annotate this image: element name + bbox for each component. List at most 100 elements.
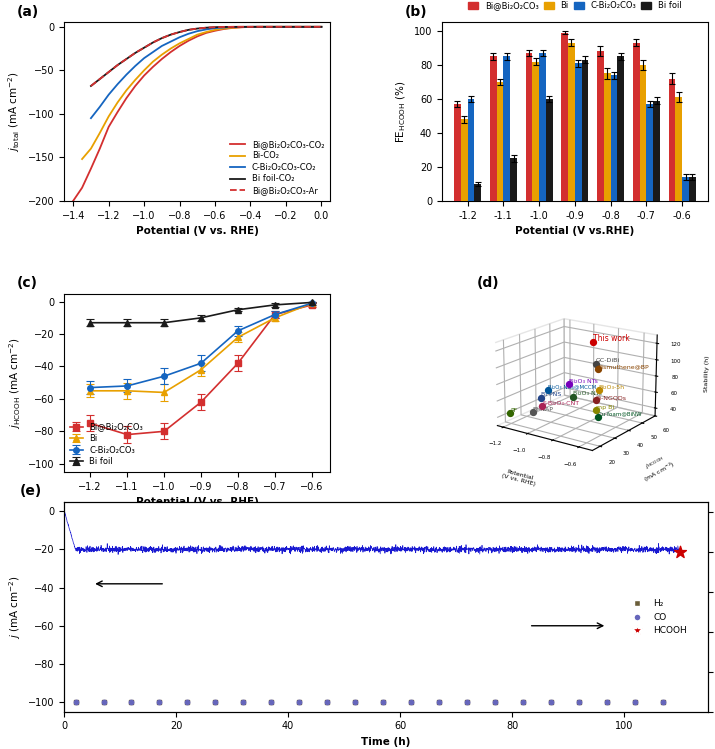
- Bi foil-CO₂: [122, 55, 131, 64]
- Bar: [454, 104, 461, 201]
- C-Bi₂O₂CO₃-CO₂: [175, 33, 184, 42]
- Point: [182, 696, 193, 708]
- C-Bi₂O₂CO₃-CO₂: [220, 23, 228, 32]
- C-Bi₂O₂CO₃-CO₂: [237, 22, 246, 31]
- Bi foil-CO₂: [131, 49, 139, 58]
- Bar: [475, 184, 481, 201]
- Bar: [654, 100, 660, 201]
- Bi-CO₂: [122, 86, 131, 95]
- Bi foil-CO₂: [104, 67, 113, 76]
- Bar: [490, 56, 497, 201]
- Point: [294, 696, 305, 708]
- Bi-CO₂: [255, 22, 264, 31]
- Bi-CO₂: [211, 25, 220, 34]
- Text: (e): (e): [19, 484, 41, 497]
- Point: [209, 696, 221, 708]
- C-Bi₂O₂CO₃-CO₂: [87, 114, 95, 123]
- Bi@Bi₂O₂CO₃-Ar: [317, 22, 326, 31]
- Bi-CO₂: [149, 57, 157, 66]
- Bar: [533, 61, 539, 201]
- Bi-CO₂: [290, 22, 299, 31]
- Point: [518, 696, 529, 708]
- C-Bi₂O₂CO₃-CO₂: [131, 61, 139, 70]
- Bi-CO₂: [193, 30, 202, 39]
- Bar: [568, 43, 575, 201]
- C-Bi₂O₂CO₃-CO₂: [104, 90, 113, 99]
- C-Bi₂O₂CO₃-CO₂: [300, 22, 308, 31]
- Bi@Bi₂O₂CO₃-CO₂: [220, 25, 228, 34]
- Bi-CO₂: [273, 22, 282, 31]
- Bi-CO₂: [202, 28, 210, 37]
- Bi foil-CO₂: [255, 22, 264, 31]
- Bi@Bi₂O₂CO₃-CO₂: [237, 22, 246, 31]
- C-Bi₂O₂CO₃-CO₂: [211, 24, 220, 33]
- Bar: [640, 65, 646, 201]
- Bi@Bi₂O₂CO₃-CO₂: [167, 47, 175, 56]
- Point: [674, 546, 686, 558]
- Point: [294, 696, 305, 708]
- Bi@Bi₂O₂CO₃-CO₂: [193, 32, 202, 41]
- Point: [405, 696, 417, 708]
- Bi foil-CO₂: [157, 34, 166, 43]
- Bi foil-CO₂: [300, 22, 308, 31]
- Bi@Bi₂O₂CO₃-Ar: [87, 82, 95, 91]
- Bi@Bi₂O₂CO₃-Ar: [131, 49, 139, 58]
- Bi foil-CO₂: [202, 23, 210, 32]
- Point: [322, 696, 333, 708]
- Bi-CO₂: [131, 76, 139, 85]
- Bi@Bi₂O₂CO₃-Ar: [282, 22, 290, 31]
- C-Bi₂O₂CO₃-CO₂: [264, 22, 272, 31]
- Bi@Bi₂O₂CO₃-Ar: [211, 22, 220, 31]
- Bi@Bi₂O₂CO₃-CO₂: [131, 82, 139, 91]
- Bi@Bi₂O₂CO₃-CO₂: [175, 41, 184, 50]
- Bar: [676, 97, 682, 201]
- Bar: [669, 79, 676, 201]
- Point: [378, 696, 389, 708]
- Bar: [604, 73, 611, 201]
- C-Bi₂O₂CO₃-CO₂: [246, 22, 255, 31]
- Bi-CO₂: [246, 22, 255, 31]
- Bi@Bi₂O₂CO₃-CO₂: [202, 28, 210, 37]
- Point: [518, 696, 529, 708]
- Bi@Bi₂O₂CO₃-Ar: [122, 55, 131, 64]
- Bi-CO₂: [87, 144, 95, 153]
- C-Bi₂O₂CO₃-CO₂: [149, 47, 157, 56]
- Text: (b): (b): [405, 5, 428, 19]
- Bi foil-CO₂: [96, 74, 104, 83]
- Bi@Bi₂O₂CO₃-CO₂: [149, 62, 157, 71]
- Bar: [546, 99, 553, 201]
- X-axis label: Potential
(V vs. RHE): Potential (V vs. RHE): [501, 468, 538, 487]
- Point: [405, 696, 417, 708]
- Bi@Bi₂O₂CO₃-Ar: [300, 22, 308, 31]
- Bi@Bi₂O₂CO₃-CO₂: [78, 184, 87, 192]
- Point: [546, 696, 557, 708]
- Bar: [461, 119, 468, 201]
- Point: [126, 696, 137, 708]
- Bi foil-CO₂: [149, 38, 157, 47]
- Bi@Bi₂O₂CO₃-CO₂: [264, 22, 272, 31]
- Point: [461, 696, 473, 708]
- Bi@Bi₂O₂CO₃-Ar: [96, 74, 104, 83]
- Bi-CO₂: [229, 23, 237, 32]
- C-Bi₂O₂CO₃-CO₂: [317, 22, 326, 31]
- Bi@Bi₂O₂CO₃-Ar: [290, 22, 299, 31]
- C-Bi₂O₂CO₃-CO₂: [157, 41, 166, 50]
- Bi-CO₂: [300, 22, 308, 31]
- Bi@Bi₂O₂CO₃-CO₂: [96, 144, 104, 153]
- Legend: H₂, CO, HCOOH: H₂, CO, HCOOH: [624, 595, 691, 639]
- Bi-CO₂: [167, 44, 175, 53]
- Bi@Bi₂O₂CO₃-CO₂: [157, 55, 166, 64]
- Bi@Bi₂O₂CO₃-CO₂: [290, 22, 299, 31]
- Point: [350, 696, 361, 708]
- Point: [601, 696, 613, 708]
- C-Bi₂O₂CO₃-CO₂: [184, 29, 193, 38]
- Legend: Bi@Bi₂O₂CO₃, Bi, C-Bi₂O₂CO₃, Bi foil: Bi@Bi₂O₂CO₃, Bi, C-Bi₂O₂CO₃, Bi foil: [69, 421, 144, 467]
- Bar: [511, 158, 517, 201]
- Bi@Bi₂O₂CO₃-CO₂: [104, 122, 113, 131]
- Point: [573, 696, 585, 708]
- Bi@Bi₂O₂CO₃-Ar: [140, 43, 149, 52]
- Bi@Bi₂O₂CO₃-Ar: [175, 28, 184, 37]
- Bi@Bi₂O₂CO₃-CO₂: [69, 196, 77, 205]
- Line: Bi@Bi₂O₂CO₃-Ar: Bi@Bi₂O₂CO₃-Ar: [91, 27, 322, 86]
- Bi@Bi₂O₂CO₃-CO₂: [255, 22, 264, 31]
